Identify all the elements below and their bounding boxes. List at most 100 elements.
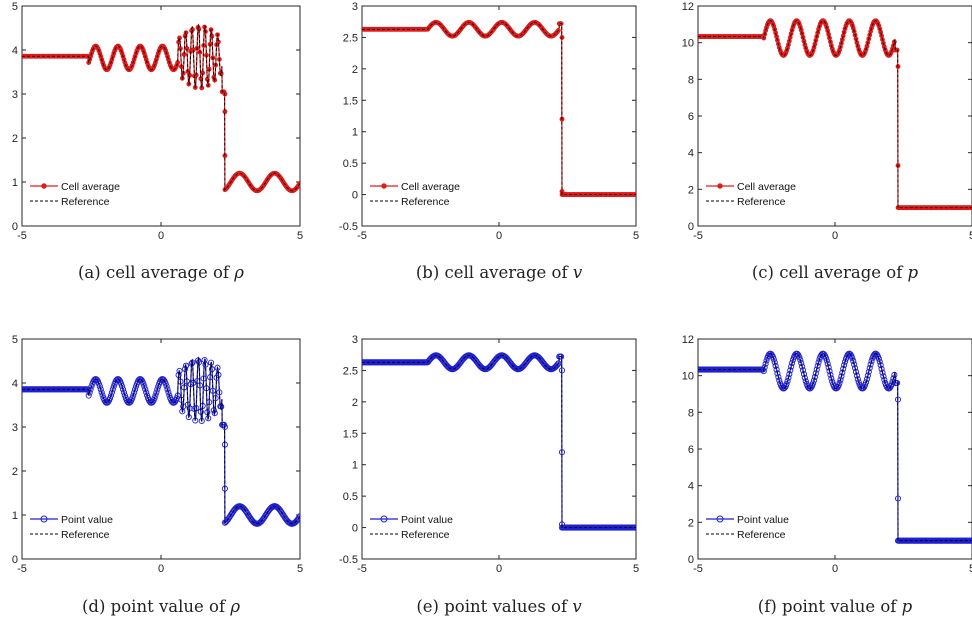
legend-label-reference: Reference xyxy=(401,196,450,208)
data-marker xyxy=(812,370,819,377)
data-marker xyxy=(818,351,825,359)
y-tick-label: 2.5 xyxy=(343,365,358,377)
panel-caption: (e) point values of v xyxy=(416,597,582,616)
data-marker xyxy=(799,363,806,370)
data-marker xyxy=(109,386,116,393)
reference-series xyxy=(22,356,300,525)
legend-label-numerical: Point value xyxy=(61,514,113,526)
legend-label-numerical: Cell average xyxy=(61,181,120,193)
data-marker xyxy=(894,379,901,387)
panel-e: -0.5 0 0.5 1 1.5 2 2.5 3 -5 0 5 Point value Referenc… xyxy=(339,334,639,616)
y-tick-label: 4 xyxy=(688,481,694,493)
data-marker xyxy=(129,395,136,402)
y-tick-label: 0 xyxy=(12,554,18,566)
y-tick-label: 1 xyxy=(352,127,358,139)
y-tick-label: 3 xyxy=(12,89,18,101)
x-tick-label: 0 xyxy=(496,230,502,242)
data-marker xyxy=(810,377,818,384)
y-tick-label: 2 xyxy=(352,64,358,76)
data-marker xyxy=(296,514,300,521)
y-tick-label: 5 xyxy=(12,1,18,13)
plot-frame xyxy=(697,338,972,560)
data-marker xyxy=(838,373,845,380)
data-marker xyxy=(151,395,158,402)
y-tick-label: 2.5 xyxy=(343,32,358,44)
data-marker xyxy=(797,356,804,363)
data-marker xyxy=(142,386,149,393)
legend-label-numerical: Point value xyxy=(737,514,789,526)
data-marker xyxy=(788,363,795,370)
y-tick-label: 2 xyxy=(352,397,358,409)
caption-text: (a) cell average of xyxy=(78,263,234,282)
legend-label-numerical: Cell average xyxy=(737,181,796,193)
reference-series xyxy=(22,23,300,192)
series-markers xyxy=(698,18,972,211)
data-marker xyxy=(852,365,859,372)
data-marker xyxy=(865,368,872,375)
data-marker xyxy=(876,358,883,365)
legend-label-reference: Reference xyxy=(737,529,786,541)
data-marker xyxy=(194,378,201,385)
data-marker xyxy=(841,358,849,365)
data-marker xyxy=(877,362,884,369)
data-marker xyxy=(881,376,888,383)
y-tick-label: 0 xyxy=(688,221,694,233)
data-marker xyxy=(863,379,870,386)
data-marker xyxy=(884,384,891,391)
panel-caption: (b) cell average of v xyxy=(416,263,583,282)
data-marker xyxy=(878,365,885,372)
x-tick-label: 5 xyxy=(633,563,639,575)
data-marker xyxy=(212,395,219,402)
data-marker xyxy=(840,365,847,372)
y-tick-label: 1.5 xyxy=(343,95,358,107)
caption-text: (c) cell average of xyxy=(752,263,908,282)
data-marker xyxy=(854,376,861,383)
data-marker xyxy=(152,392,159,399)
legend: Point value Reference xyxy=(706,514,789,541)
series-group xyxy=(22,23,300,194)
data-marker xyxy=(823,357,830,364)
legend: Cell average Reference xyxy=(30,181,120,208)
legend-label-reference: Reference xyxy=(737,196,786,208)
x-tick-label: 5 xyxy=(633,230,639,242)
data-marker xyxy=(822,354,829,361)
plot-frame xyxy=(697,5,972,227)
data-marker xyxy=(811,373,818,381)
data-marker xyxy=(796,354,803,361)
data-marker xyxy=(95,380,102,387)
y-tick-label: 0 xyxy=(688,554,694,566)
data-marker xyxy=(163,383,170,390)
data-marker xyxy=(760,368,767,375)
data-marker xyxy=(131,389,138,396)
data-marker xyxy=(141,383,148,390)
data-marker xyxy=(852,368,860,375)
data-marker xyxy=(800,371,807,378)
data-marker xyxy=(885,385,892,392)
y-tick-label: 4 xyxy=(12,45,18,57)
panel-caption: (a) cell average of ρ xyxy=(78,263,244,282)
data-marker xyxy=(207,359,215,366)
data-marker xyxy=(786,371,793,378)
y-tick-label: 2 xyxy=(688,517,694,529)
data-marker xyxy=(773,366,780,373)
x-tick-label: 5 xyxy=(297,230,303,242)
y-tick-label: 12 xyxy=(682,1,694,13)
data-marker xyxy=(216,389,223,396)
y-tick-label: 0.5 xyxy=(343,158,358,170)
data-marker xyxy=(886,384,893,391)
y-tick-label: 1.5 xyxy=(343,428,358,440)
series-markers xyxy=(22,356,300,527)
legend: Point value Reference xyxy=(30,514,113,541)
data-marker xyxy=(862,381,869,388)
data-marker xyxy=(86,389,93,396)
panel-caption: (c) cell average of p xyxy=(752,263,919,282)
data-marker xyxy=(132,386,139,393)
legend-marker xyxy=(716,515,724,523)
y-tick-label: 12 xyxy=(682,334,694,346)
data-marker xyxy=(106,395,114,402)
y-tick-label: 1 xyxy=(12,177,18,189)
data-marker xyxy=(119,383,126,390)
data-marker xyxy=(770,356,777,363)
data-marker xyxy=(295,515,300,523)
